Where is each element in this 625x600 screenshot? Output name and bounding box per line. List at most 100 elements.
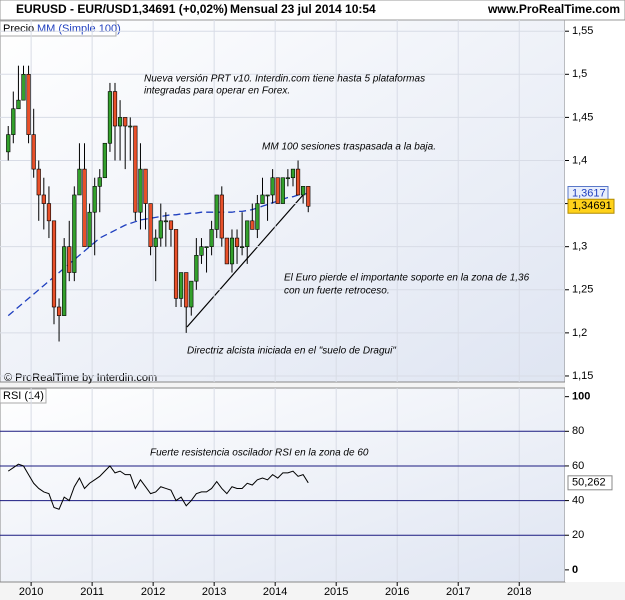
- rsi-title: RSI (14): [3, 390, 44, 402]
- y-tick-label: 1,5: [572, 68, 587, 80]
- annotation: integradas para operar en Forex.: [144, 86, 290, 97]
- y-tick-label: 1,15: [572, 370, 593, 382]
- last-price-box: [567, 198, 615, 214]
- legend-price: Precio: [3, 23, 34, 35]
- candle-body: [301, 186, 306, 196]
- candle-body: [290, 168, 296, 179]
- candle-body: [82, 168, 87, 247]
- candle-body: [51, 220, 57, 308]
- candle-body: [123, 117, 128, 127]
- annotation: Fuerte resistencia oscilador RSI en la z…: [150, 448, 369, 459]
- candle-body: [219, 194, 224, 239]
- ma-last-label: 1,3617: [572, 187, 606, 199]
- x-tick-label: 2010: [19, 586, 43, 598]
- x-tick-label: 2015: [324, 586, 348, 598]
- date: 23 jul 2014 10:54: [281, 2, 376, 16]
- rsi-panel: [0, 387, 566, 583]
- candle-body: [41, 194, 46, 204]
- x-tick-label: 2018: [507, 586, 531, 598]
- candle-body: [112, 91, 118, 127]
- x-tick-label: 2014: [263, 586, 287, 598]
- candle-body: [270, 177, 275, 196]
- candle-body: [11, 108, 16, 135]
- candle-body: [77, 168, 82, 196]
- candle-body: [36, 168, 41, 196]
- annotation: El Euro pierde el importante soporte en …: [284, 273, 530, 284]
- candle-body: [143, 168, 148, 204]
- legend-box: [0, 20, 117, 37]
- annotation: MM 100 sesiones traspasada a la baja.: [262, 142, 436, 153]
- candle-body: [194, 255, 199, 282]
- y-tick-label: 1,2: [572, 327, 587, 339]
- y-tick-label: 0: [572, 564, 578, 576]
- y-tick-label: 1,45: [572, 111, 593, 123]
- quote: 1,34691 (+0,02%): [132, 2, 228, 16]
- candle-body: [260, 194, 265, 204]
- last-price-label: 1,34691: [572, 200, 612, 212]
- candle-body: [46, 203, 52, 222]
- period: Mensual: [230, 2, 278, 16]
- candle-body: [133, 125, 138, 213]
- candle-body: [107, 91, 113, 144]
- candle-body: [285, 177, 290, 180]
- candle-body: [128, 125, 133, 128]
- trend-line: [186, 194, 304, 328]
- annotation: Directriz alcista iniciada en el "suelo …: [187, 346, 396, 357]
- candle-body: [245, 220, 250, 247]
- candle-body: [102, 142, 107, 179]
- x-tick-label: 2013: [202, 586, 226, 598]
- candle-body: [16, 99, 21, 110]
- annotation: con un fuerte retroceso.: [284, 286, 390, 297]
- candle-body: [295, 168, 301, 196]
- rsi-line: [7, 463, 309, 510]
- candle-body: [199, 246, 204, 256]
- y-tick-label: 40: [572, 494, 584, 506]
- site: www.ProRealTime.com: [487, 2, 620, 16]
- rsi-last-label: 50,262: [572, 477, 606, 489]
- candle-body: [56, 306, 62, 316]
- candle-body: [214, 194, 219, 230]
- candle-body: [189, 280, 194, 308]
- ma-line: [7, 192, 309, 317]
- candle-body: [173, 229, 179, 299]
- candle-body: [255, 203, 260, 230]
- y-tick-label: 100: [572, 391, 590, 403]
- candle-body: [178, 272, 184, 299]
- candle-body: [275, 177, 280, 204]
- y-tick-label: 1,4: [572, 154, 587, 166]
- y-tick-label: 60: [572, 460, 584, 472]
- rsi-title-box: [0, 388, 47, 404]
- y-tick-label: 1,55: [572, 25, 593, 37]
- candle-body: [26, 74, 31, 135]
- symbol: EURUSD - EUR/USD: [16, 2, 132, 16]
- candle-body: [265, 194, 270, 197]
- candle-body: [204, 246, 209, 248]
- candle-body: [250, 220, 255, 230]
- candle-body: [280, 177, 285, 204]
- header-bar: [0, 0, 625, 21]
- x-tick-label: 2017: [446, 586, 470, 598]
- candle-body: [209, 229, 214, 247]
- credit: © ProRealTime by Interdin.com: [4, 372, 157, 384]
- candle-body: [163, 220, 168, 223]
- y-tick-label: 1,25: [572, 284, 593, 296]
- rsi-last-box: [567, 475, 613, 491]
- x-tick-label: 2011: [80, 586, 104, 598]
- candle-body: [224, 237, 229, 265]
- candle-body: [240, 246, 245, 248]
- candle-body: [31, 134, 36, 170]
- y-tick-label: 20: [572, 529, 584, 541]
- candle-body: [67, 246, 72, 273]
- annotation: Nueva versión PRT v10. Interdin.com tien…: [144, 74, 425, 85]
- candle-body: [21, 74, 26, 101]
- candle-body: [6, 134, 11, 153]
- candle-body: [117, 117, 123, 127]
- y-tick-label: 1,3: [572, 241, 587, 253]
- candle-body: [97, 177, 102, 187]
- candle-body: [138, 168, 143, 213]
- legend-ma: MM (Simple 100): [37, 23, 121, 35]
- y-tick-label: 80: [572, 425, 584, 437]
- candle-body: [87, 211, 92, 247]
- candle-body: [306, 186, 311, 207]
